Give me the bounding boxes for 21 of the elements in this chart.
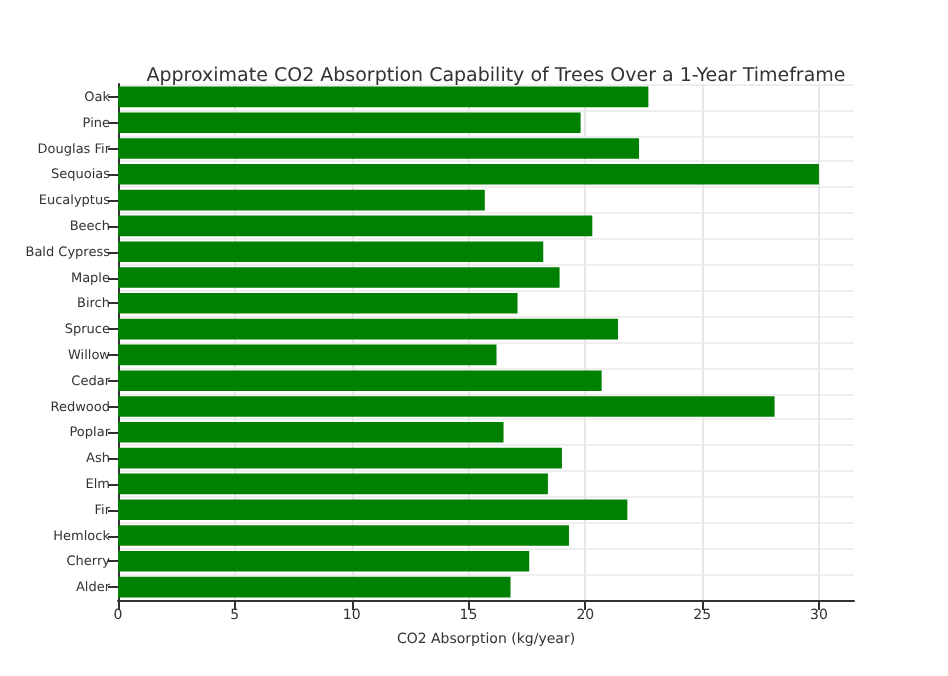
bar — [118, 473, 548, 495]
bar — [118, 112, 581, 134]
bar — [118, 525, 569, 546]
bar — [118, 550, 530, 572]
bar — [118, 241, 544, 263]
bar — [118, 499, 628, 521]
bar — [118, 292, 518, 314]
bar — [118, 447, 562, 469]
bar — [118, 189, 485, 211]
bar — [118, 344, 497, 366]
bar — [118, 370, 602, 392]
bar — [118, 267, 560, 288]
bar — [118, 215, 593, 237]
bar — [118, 163, 819, 185]
bar — [118, 576, 511, 598]
bar — [118, 318, 619, 340]
bar — [118, 396, 775, 417]
bar — [118, 421, 504, 443]
bar — [118, 86, 649, 108]
chart-title: Approximate CO2 Absorption Capability of Trees Over a 1-Year Timeframe — [146, 65, 846, 87]
bar — [118, 138, 640, 159]
